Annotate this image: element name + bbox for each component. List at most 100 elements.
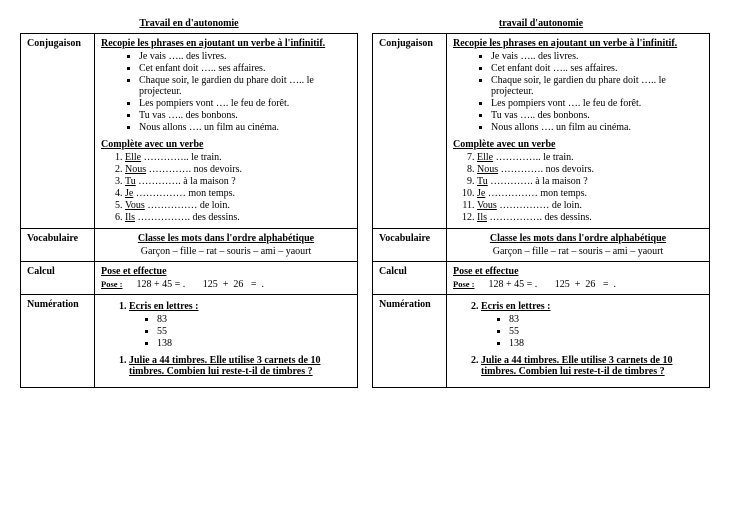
numeration-number: 138 [157, 338, 351, 349]
conj-bullet-item: Cet enfant doit ….. ses affaires. [491, 63, 703, 74]
calcul-heading: Pose et effectue [101, 266, 351, 277]
conj-numbered-item: Tu …………. à la maison ? [125, 176, 351, 187]
numeration-item-write: Ecris en lettres : 8355138 [129, 301, 351, 349]
numeration-item-problem: Julie a 44 timbres. Elle utilise 3 carne… [481, 355, 703, 377]
conj-subject: Vous [477, 200, 497, 211]
conj-rest: …………. à la maison ? [136, 176, 236, 187]
conj-bullet-item: Chaque soir, le gardien du phare doit ….… [491, 75, 703, 97]
conj-rest: ……………. des dessins. [135, 212, 240, 223]
calcul-heading: Pose et effectue [453, 266, 703, 277]
vocab-words: Garçon – fille – rat – souris – ami – ya… [453, 246, 703, 257]
numeration-number: 138 [509, 338, 703, 349]
row-label-calcul: Calcul [373, 262, 447, 295]
calcul-pose-label: Pose : [453, 279, 481, 289]
conj-numbered-list: Elle ………….. le train.Nous …………. nos devo… [101, 152, 351, 223]
conj-subject: Tu [125, 176, 136, 187]
vocab-heading: Classe les mots dans l'ordre alphabétiqu… [101, 233, 351, 244]
worksheet: travail d'autonomie Conjugaison Recopie le… [372, 18, 710, 388]
conj-subject: Tu [477, 176, 488, 187]
numeration-number: 83 [157, 314, 351, 325]
conj-bullet-item: Je vais ….. des livres. [491, 51, 703, 62]
conjugaison-content: Recopie les phrases en ajoutant un verbe… [95, 34, 358, 229]
conj-rest: …………… mon temps. [133, 188, 235, 199]
conj-heading-2: Complète avec un verbe [101, 139, 351, 150]
numeration-item-write: Ecris en lettres : 8355138 [481, 301, 703, 349]
conj-numbered-item: Elle ………….. le train. [477, 152, 703, 163]
conj-rest: …………. nos devoirs. [498, 164, 594, 175]
conj-heading-1: Recopie les phrases en ajoutant un verbe… [453, 38, 703, 49]
vocab-content: Classe les mots dans l'ordre alphabétiqu… [447, 229, 710, 262]
vocab-heading: Classe les mots dans l'ordre alphabétiqu… [453, 233, 703, 244]
conj-numbered-item: Vous …………… de loin. [477, 200, 703, 211]
conj-subject: Elle [125, 152, 141, 163]
worksheet-table: Conjugaison Recopie les phrases en ajouta… [372, 33, 710, 388]
conj-bullet-item: Je vais ….. des livres. [139, 51, 351, 62]
conj-subject: Ils [477, 212, 487, 223]
numeration-list-2: Julie a 44 timbres. Elle utilise 3 carne… [101, 355, 351, 377]
conj-subject: Vous [125, 200, 145, 211]
conj-numbered-item: Vous …………… de loin. [125, 200, 351, 211]
conj-bullet-item: Nous allons …. un film au cinéma. [491, 122, 703, 133]
numeration-content: Ecris en lettres : 8355138 Julie a 44 timb… [95, 295, 358, 388]
sheet-title: travail d'autonomie [372, 18, 710, 29]
numeration-list: Ecris en lettres : 8355138 [453, 301, 703, 349]
vocab-words: Garçon – fille – rat – souris – ami – ya… [101, 246, 351, 257]
conj-rest: ……………. des dessins. [487, 212, 592, 223]
conj-numbered-item: Tu …………. à la maison ? [477, 176, 703, 187]
numeration-item-problem: Julie a 44 timbres. Elle utilise 3 carne… [129, 355, 351, 377]
conj-rest: …………… mon temps. [485, 188, 587, 199]
conj-bullet-list: Je vais ….. des livres.Cet enfant doit …… [101, 51, 351, 133]
conj-heading-1: Recopie les phrases en ajoutant un verbe… [101, 38, 351, 49]
conj-rest: ………….. le train. [141, 152, 222, 163]
calcul-pose-label: Pose : [101, 279, 129, 289]
conj-numbered-item: Ils ……………. des dessins. [477, 212, 703, 223]
conj-numbered-item: Je …………… mon temps. [125, 188, 351, 199]
conj-rest: …………… de loin. [497, 200, 582, 211]
conj-numbered-item: Ils ……………. des dessins. [125, 212, 351, 223]
conj-bullet-item: Cet enfant doit ….. ses affaires. [139, 63, 351, 74]
calcul-line: Pose : 128 + 45 = . 125 + 26 = . [453, 279, 703, 290]
conj-numbered-item: Je …………… mon temps. [477, 188, 703, 199]
numeration-numbers: 8355138 [129, 314, 351, 349]
numeration-q1: Ecris en lettres : [481, 301, 551, 312]
conj-numbered-item: Nous …………. nos devoirs. [125, 164, 351, 175]
row-label-numeration: Numération [21, 295, 95, 388]
conj-bullet-list: Je vais ….. des livres.Cet enfant doit …… [453, 51, 703, 133]
conj-rest: ………….. le train. [493, 152, 574, 163]
conj-rest: …………. à la maison ? [488, 176, 588, 187]
conj-rest: …………… de loin. [145, 200, 230, 211]
worksheet-table: ConjugaisonRecopie les phrases en ajouta… [20, 33, 358, 388]
vocab-content: Classe les mots dans l'ordre alphabétiqu… [95, 229, 358, 262]
row-label-conjugaison: Conjugaison [373, 34, 447, 229]
numeration-content: Ecris en lettres : 8355138 Julie a 44 timb… [447, 295, 710, 388]
numeration-q2: Julie a 44 timbres. Elle utilise 3 carne… [129, 355, 320, 377]
row-label-vocabulaire: Vocabulaire [21, 229, 95, 262]
conj-rest: …………. nos devoirs. [146, 164, 242, 175]
numeration-list: Ecris en lettres : 8355138 [101, 301, 351, 349]
calcul-expression: 128 + 45 = . 125 + 26 = . [481, 279, 616, 290]
conj-bullet-item: Chaque soir, le gardien du phare doit ….… [139, 75, 351, 97]
worksheet: Travail en d'autonomieConjugaisonRecopie… [20, 18, 358, 388]
numeration-numbers: 8355138 [481, 314, 703, 349]
numeration-list-2: Julie a 44 timbres. Elle utilise 3 carne… [453, 355, 703, 377]
row-label-calcul: Calcul [21, 262, 95, 295]
calcul-expression: 128 + 45 = . 125 + 26 = . [129, 279, 264, 290]
conj-bullet-item: Les pompiers vont …. le feu de forêt. [491, 98, 703, 109]
conj-bullet-item: Tu vas ….. des bonbons. [139, 110, 351, 121]
conjugaison-content: Recopie les phrases en ajoutant un verbe… [447, 34, 710, 229]
row-label-vocabulaire: Vocabulaire [373, 229, 447, 262]
calcul-content: Pose et effectue Pose : 128 + 45 = . 125 … [447, 262, 710, 295]
numeration-q1: Ecris en lettres : [129, 301, 199, 312]
row-label-numeration: Numération [373, 295, 447, 388]
conj-subject: Nous [477, 164, 498, 175]
conj-bullet-item: Les pompiers vont …. le feu de forêt. [139, 98, 351, 109]
numeration-number: 55 [509, 326, 703, 337]
calcul-content: Pose et effectue Pose : 128 + 45 = . 125 … [95, 262, 358, 295]
conj-subject: Nous [125, 164, 146, 175]
numeration-number: 55 [157, 326, 351, 337]
numeration-q2: Julie a 44 timbres. Elle utilise 3 carne… [481, 355, 672, 377]
calcul-line: Pose : 128 + 45 = . 125 + 26 = . [101, 279, 351, 290]
conj-numbered-list: Elle ………….. le train.Nous …………. nos devo… [453, 152, 703, 223]
conj-subject: Ils [125, 212, 135, 223]
conj-heading-2: Complète avec un verbe [453, 139, 703, 150]
